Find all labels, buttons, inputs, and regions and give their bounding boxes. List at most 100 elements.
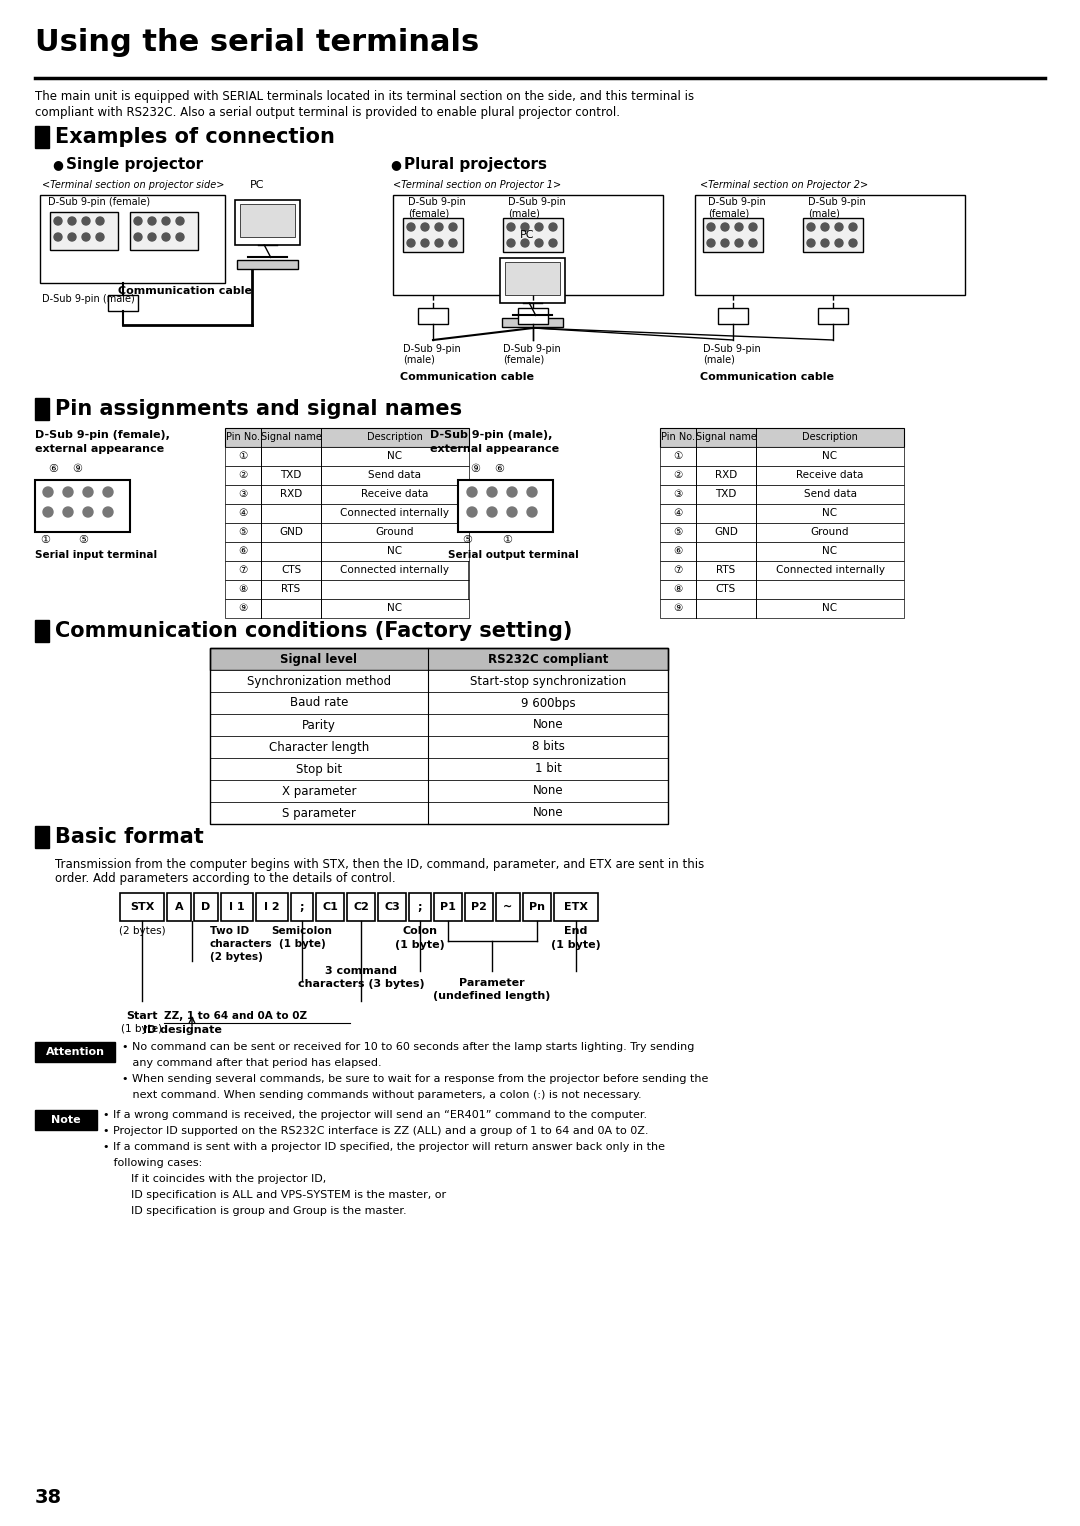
Circle shape [467,507,477,517]
Bar [194,893,218,922]
Circle shape [449,240,457,247]
Text: D-Sub 9-pin: D-Sub 9-pin [703,343,760,354]
Text: next command. When sending commands without parameters, a colon (:) is not neces: next command. When sending commands with… [122,1090,642,1100]
Circle shape [96,217,104,224]
Text: (male): (male) [403,356,435,365]
Bar [660,427,904,447]
Text: STX: STX [130,902,154,913]
Circle shape [43,507,53,517]
Text: D-Sub 9-pin: D-Sub 9-pin [408,197,465,208]
Text: The main unit is equipped with SERIAL terminals located in its terminal section : The main unit is equipped with SERIAL te… [35,90,694,102]
Bar [503,218,563,252]
Text: ;: ; [300,902,305,913]
Text: Plural projectors: Plural projectors [404,157,546,172]
Text: Serial input terminal: Serial input terminal [35,549,157,560]
Text: Single projector: Single projector [66,157,203,172]
Text: ⑨: ⑨ [673,603,683,613]
Text: 3 command: 3 command [325,966,397,977]
Bar [818,308,848,324]
Text: ⑤: ⑤ [78,536,87,545]
Text: TXD: TXD [715,488,737,499]
Bar [221,893,253,922]
Text: Send data: Send data [368,470,421,481]
Circle shape [487,507,497,517]
Bar [660,485,904,504]
Text: D-Sub 9-pin (male): D-Sub 9-pin (male) [42,295,135,304]
Text: characters (3 bytes): characters (3 bytes) [298,980,424,989]
Text: Baud rate: Baud rate [289,696,348,710]
Text: (male): (male) [703,356,734,365]
Text: TXD: TXD [281,470,301,481]
Bar [210,649,669,824]
Circle shape [487,487,497,497]
Circle shape [435,223,443,230]
Text: ③: ③ [673,488,683,499]
Text: Pn: Pn [529,902,545,913]
Circle shape [821,240,829,247]
Text: ④: ④ [673,508,683,517]
Text: Connected internally: Connected internally [340,565,449,575]
Text: Attention: Attention [45,1047,105,1058]
Text: Connected internally: Connected internally [340,508,449,517]
Circle shape [835,223,843,230]
Text: Connected internally: Connected internally [775,565,885,575]
Bar [35,1042,114,1062]
Circle shape [467,487,477,497]
Text: Signal level: Signal level [281,653,357,665]
Circle shape [407,240,415,247]
Text: PC: PC [249,180,265,191]
Text: Note: Note [51,1116,81,1125]
Bar [235,200,300,246]
Text: ⑧: ⑧ [673,584,683,594]
Text: C2: C2 [353,902,369,913]
Text: (female): (female) [708,208,750,218]
Text: Receive data: Receive data [796,470,864,481]
Bar [409,893,431,922]
Text: D-Sub 9-pin: D-Sub 9-pin [808,197,866,208]
Text: ID specification is group and Group is the master.: ID specification is group and Group is t… [103,1206,407,1216]
Text: ;: ; [418,902,422,913]
Circle shape [507,487,517,497]
Bar [35,826,49,848]
Text: Parity: Parity [302,719,336,731]
Text: GND: GND [714,526,738,537]
Bar [237,259,298,269]
Bar [418,308,448,324]
Bar [660,523,904,542]
Text: ⑨: ⑨ [72,464,82,475]
Circle shape [134,233,141,241]
Bar [505,262,561,295]
Bar [696,195,966,295]
Text: RXD: RXD [715,470,738,481]
Text: • When sending several commands, be sure to wait for a response from the project: • When sending several commands, be sure… [122,1074,708,1083]
Text: external appearance: external appearance [35,444,164,455]
Text: • If a wrong command is received, the projector will send an “ER401” command to : • If a wrong command is received, the pr… [103,1109,647,1120]
Text: ~: ~ [503,902,513,913]
Circle shape [535,240,543,247]
Text: <Terminal section on Projector 1>: <Terminal section on Projector 1> [393,180,562,191]
Text: ⑤: ⑤ [239,526,247,537]
Text: (2 bytes): (2 bytes) [119,926,165,935]
Bar [120,893,164,922]
Text: ⑤: ⑤ [462,536,472,545]
Text: ②: ② [673,470,683,481]
Text: ⑥: ⑥ [48,464,58,475]
Bar [130,212,198,250]
Text: • If a command is sent with a projector ID specified, the projector will return : • If a command is sent with a projector … [103,1141,665,1152]
Circle shape [750,223,757,230]
Bar [660,580,904,600]
Text: RXD: RXD [280,488,302,499]
Text: Basic format: Basic format [55,827,204,847]
Text: ID designate: ID designate [143,1025,221,1035]
Bar [393,195,663,295]
Circle shape [148,217,156,224]
Text: Character length: Character length [269,740,369,754]
Text: <Terminal section on Projector 2>: <Terminal section on Projector 2> [700,180,868,191]
Bar [256,893,288,922]
Text: Parameter: Parameter [459,978,525,987]
Text: D-Sub 9-pin (female): D-Sub 9-pin (female) [48,197,150,208]
Text: Transmission from the computer begins with STX, then the ID, command, parameter,: Transmission from the computer begins wi… [55,858,704,871]
Text: Examples of connection: Examples of connection [55,127,335,146]
Circle shape [176,233,184,241]
Text: D-Sub 9-pin: D-Sub 9-pin [403,343,461,354]
